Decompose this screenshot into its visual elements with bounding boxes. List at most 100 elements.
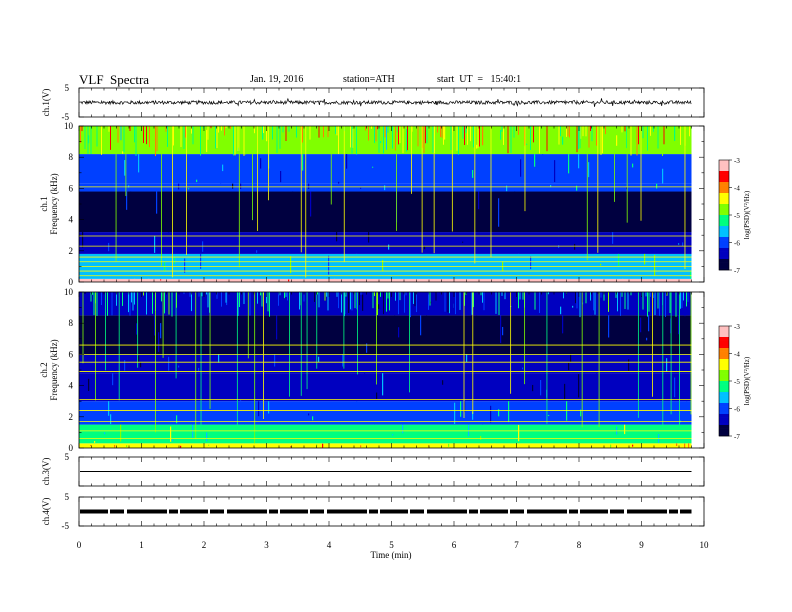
spectral-speckle — [324, 292, 326, 301]
spectral-texture — [230, 302, 232, 304]
spectral-speckle — [225, 126, 227, 129]
colorbar-segment — [719, 351, 729, 354]
spectral-speckle — [653, 126, 654, 132]
spectral-texture — [222, 365, 224, 372]
spectral-texture — [290, 446, 292, 448]
colorbar-segment — [719, 362, 729, 365]
spectral-speckle — [155, 126, 156, 157]
spectral-speckle — [515, 292, 516, 297]
spectral-speckle — [417, 126, 419, 147]
colorbar-segment — [719, 348, 729, 351]
colorbar-segment — [719, 327, 729, 330]
spectral-speckle — [351, 292, 353, 311]
x-axis-label: Time (min) — [371, 550, 412, 560]
spectral-texture — [596, 373, 598, 393]
spectral-speckle — [575, 292, 576, 304]
spectral-speckle — [173, 292, 174, 315]
spectral-texture — [640, 317, 642, 333]
colorbar-segment — [719, 160, 729, 163]
spectral-speckle — [662, 126, 663, 156]
spectral-texture — [678, 243, 680, 245]
spectral-speckle — [176, 292, 177, 308]
spectral-speckle — [192, 126, 194, 145]
colorbar-segment — [719, 193, 729, 196]
spectral-speckle — [630, 292, 632, 296]
spectral-speckle — [597, 292, 599, 295]
spectral-texture — [628, 359, 630, 371]
colorbar-segment — [719, 415, 729, 418]
spectral-speckle — [585, 292, 587, 304]
ch4-waveform-panel: 5 -5 ch.4(V) — [41, 492, 705, 531]
spectral-speckle — [476, 292, 477, 305]
spectral-speckle — [684, 292, 686, 317]
spectral-texture — [532, 384, 534, 392]
spectral-speckle — [462, 126, 464, 139]
spectral-texture — [348, 292, 350, 313]
colorbar-segment — [719, 417, 729, 420]
spectral-texture — [240, 183, 242, 189]
spectral-texture — [652, 185, 654, 190]
spectral-texture — [192, 167, 194, 175]
station-label: station=ATH — [343, 74, 395, 85]
spectral-texture — [562, 315, 564, 334]
spectral-speckle — [444, 292, 446, 312]
spectral-texture — [406, 129, 408, 152]
spectral-texture — [474, 376, 476, 386]
spectral-texture — [622, 278, 624, 281]
spectral-speckle — [338, 292, 339, 309]
spectral-speckle — [87, 126, 89, 154]
spectral-speckle — [569, 126, 570, 138]
spectral-texture — [140, 361, 142, 368]
spectral-texture — [260, 158, 262, 169]
spectral-texture — [562, 136, 564, 145]
spectral-speckle — [245, 126, 246, 155]
spectral-texture — [370, 163, 372, 168]
spectral-speckle — [312, 126, 314, 149]
spectral-texture — [268, 401, 270, 414]
spectral-speckle — [593, 292, 594, 311]
spectral-speckle — [164, 292, 165, 314]
colorbar-tick-label: -5 — [734, 212, 740, 220]
spectral-speckle — [267, 292, 269, 312]
spectral-texture — [460, 401, 462, 417]
spectral-texture — [178, 365, 180, 368]
spectral-texture — [154, 315, 156, 336]
spectral-texture — [498, 409, 500, 417]
colorbar-segment — [719, 183, 729, 186]
y-axis-label: Frequency (kHz) — [49, 173, 59, 234]
spectral-texture — [646, 245, 648, 247]
spectral-texture — [426, 315, 428, 336]
spectral-speckle — [630, 126, 632, 156]
colorbar-tick-label: -5 — [734, 378, 740, 386]
spectral-texture — [420, 315, 422, 336]
spectral-speckle — [365, 126, 366, 131]
spectral-speckle — [183, 126, 185, 149]
spectral-speckle — [81, 126, 83, 132]
spectral-speckle — [260, 292, 261, 296]
spectral-speckle — [336, 292, 338, 297]
spectral-speckle — [675, 292, 677, 317]
spectral-texture — [256, 250, 258, 253]
spectral-texture — [100, 426, 102, 433]
x-tick-label: 6 — [452, 540, 457, 550]
spectral-speckle — [398, 292, 399, 315]
colorbar-segment — [719, 392, 729, 395]
x-tick-label: 10 — [700, 540, 710, 550]
ch1-waveform-panel: 5 -5 ch.1(V) — [41, 83, 705, 122]
spectral-speckle — [90, 126, 92, 154]
spectral-speckle — [153, 292, 155, 300]
y-axis-label: ch.1(V) — [41, 89, 51, 117]
colorbar-segment — [719, 414, 729, 417]
spectral-texture — [612, 375, 614, 394]
spectral-speckle — [539, 126, 540, 154]
x-tick-label: 4 — [327, 540, 332, 550]
spectral-texture — [536, 318, 538, 334]
spectral-texture — [608, 315, 610, 338]
spectral-speckle — [560, 126, 561, 137]
spectral-texture — [180, 445, 182, 448]
colorbar-segment — [719, 220, 729, 223]
spectral-speckle — [146, 292, 147, 315]
colorbar-segment — [719, 419, 729, 422]
spectral-texture — [94, 216, 96, 225]
